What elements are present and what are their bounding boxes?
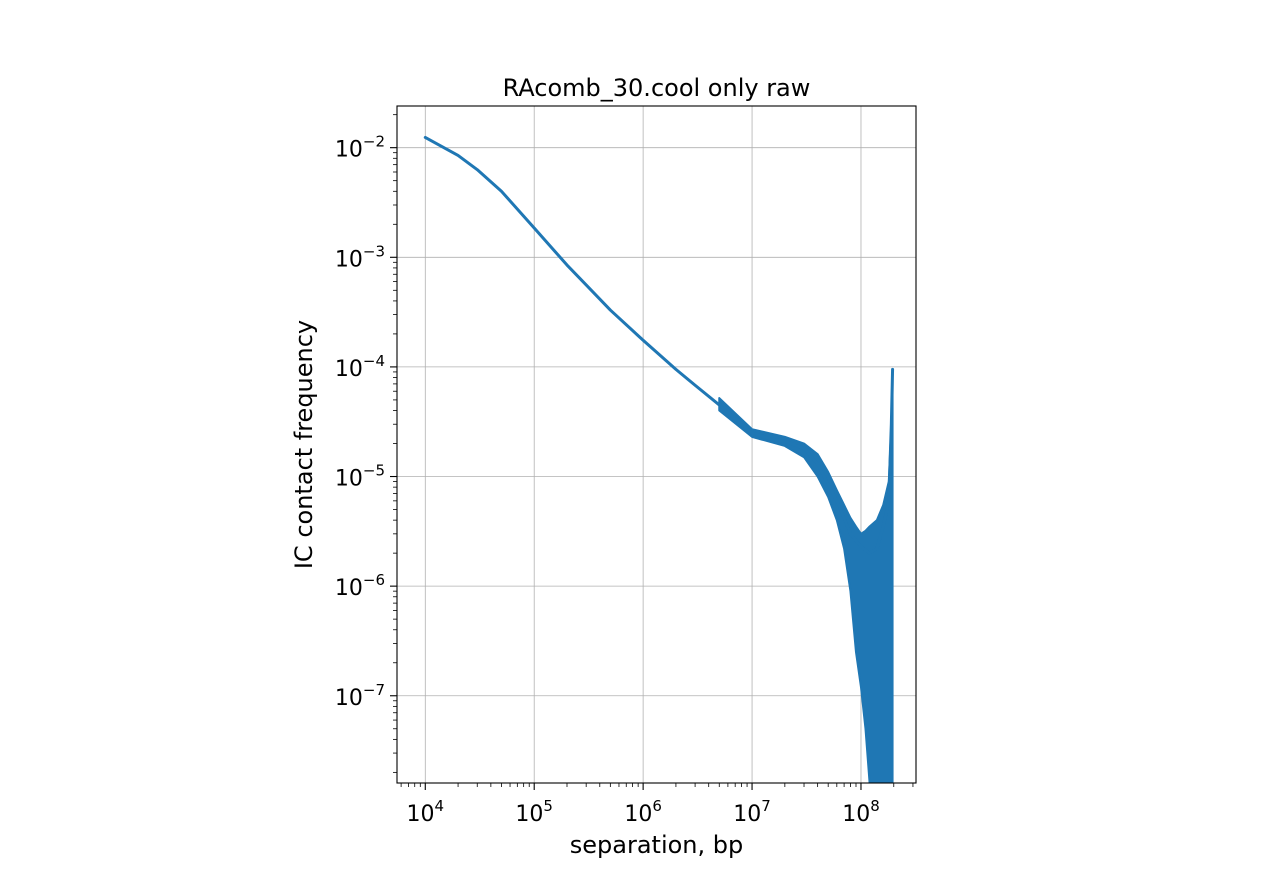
data-layer [423,135,895,783]
y-tick-label: 10−7 [335,681,385,711]
x-tick-label: 104 [407,797,445,827]
y-axis-label: IC contact frequency [290,320,318,569]
tick-layer: 104 105 106 107 108 10−7 10−6 10−5 10−4 10−3 10−2 [335,114,914,827]
x-tick-label: 105 [515,797,553,827]
grid-layer [397,106,916,783]
y-tick-label: 10−3 [335,242,385,272]
series-line [423,135,895,555]
plot-frame [396,105,917,784]
x-tick-label: 108 [842,797,880,827]
x-tick-label: 106 [624,797,662,827]
y-tick-label: 10−5 [335,462,385,492]
series-group [423,135,895,783]
chart-title: RAcomb_30.cool only raw [503,74,811,102]
y-tick-label: 10−6 [335,571,385,601]
y-tick-label: 10−2 [335,133,385,163]
x-tick-label: 107 [733,797,771,827]
x-axis-label: separation, bp [570,831,743,859]
y-tick-label: 10−4 [335,352,385,382]
series-noise-band [718,368,894,783]
